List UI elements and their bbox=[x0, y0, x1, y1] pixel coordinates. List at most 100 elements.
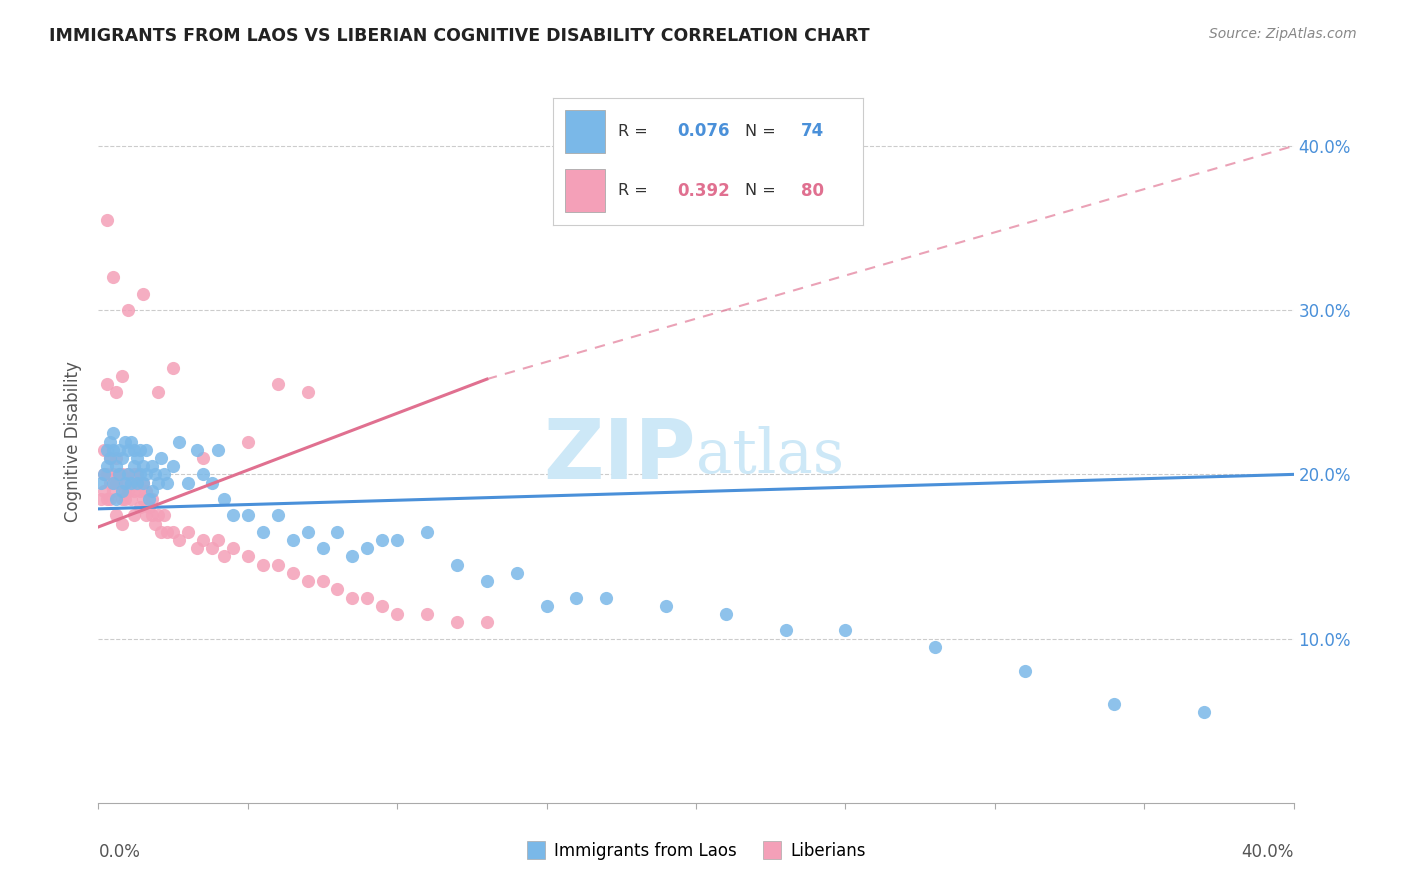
Point bbox=[132, 286, 155, 301]
Point bbox=[143, 467, 166, 482]
Point bbox=[775, 624, 797, 638]
Point bbox=[162, 459, 184, 474]
Point bbox=[114, 483, 136, 498]
Point bbox=[90, 491, 112, 506]
Point bbox=[132, 475, 155, 490]
Point bbox=[924, 640, 946, 654]
Point bbox=[153, 508, 176, 523]
Point bbox=[167, 533, 190, 547]
Point bbox=[1104, 698, 1126, 712]
Point bbox=[117, 467, 139, 482]
Point bbox=[446, 558, 468, 572]
Point bbox=[356, 541, 378, 556]
Point bbox=[236, 434, 259, 449]
Point bbox=[103, 467, 125, 482]
Point bbox=[103, 483, 125, 498]
Text: 0.0%: 0.0% bbox=[98, 843, 141, 861]
Point bbox=[1192, 706, 1215, 720]
Point bbox=[162, 524, 184, 539]
Point bbox=[141, 491, 163, 506]
Point bbox=[132, 459, 155, 474]
Point bbox=[371, 599, 394, 613]
Point bbox=[150, 524, 173, 539]
Point bbox=[342, 549, 364, 564]
Point bbox=[132, 475, 155, 490]
Point bbox=[252, 558, 274, 572]
Point bbox=[714, 607, 737, 621]
Point bbox=[124, 467, 146, 482]
Point bbox=[114, 434, 136, 449]
Point bbox=[124, 442, 146, 457]
Point bbox=[311, 541, 333, 556]
Point bbox=[129, 500, 152, 515]
Point bbox=[342, 591, 364, 605]
Point bbox=[177, 475, 200, 490]
Point bbox=[129, 442, 152, 457]
Point bbox=[127, 450, 149, 465]
Point bbox=[127, 475, 149, 490]
Point bbox=[191, 467, 214, 482]
Point bbox=[96, 467, 118, 482]
Point bbox=[120, 491, 142, 506]
Point bbox=[129, 483, 152, 498]
Point bbox=[103, 270, 125, 285]
Point bbox=[124, 483, 146, 498]
Point bbox=[96, 491, 118, 506]
Point bbox=[105, 508, 128, 523]
Point bbox=[141, 483, 163, 498]
Point bbox=[595, 591, 617, 605]
Point bbox=[132, 491, 155, 506]
Point bbox=[186, 442, 208, 457]
Point bbox=[475, 615, 498, 630]
Point bbox=[111, 368, 134, 383]
Point bbox=[138, 500, 160, 515]
Point bbox=[1014, 665, 1036, 679]
Point bbox=[96, 459, 118, 474]
Point bbox=[834, 624, 856, 638]
Point bbox=[120, 434, 142, 449]
Point bbox=[120, 475, 142, 490]
Point bbox=[385, 533, 409, 547]
Point bbox=[446, 615, 468, 630]
Point bbox=[111, 483, 134, 498]
Point bbox=[93, 442, 115, 457]
Point bbox=[105, 450, 128, 465]
Legend: Immigrants from Laos, Liberians: Immigrants from Laos, Liberians bbox=[519, 836, 873, 867]
Point bbox=[148, 508, 170, 523]
Point bbox=[135, 442, 157, 457]
Point bbox=[222, 541, 245, 556]
Text: atlas: atlas bbox=[696, 426, 844, 486]
Point bbox=[297, 524, 319, 539]
Point bbox=[105, 475, 128, 490]
Point bbox=[212, 491, 235, 506]
Point bbox=[135, 508, 157, 523]
Point bbox=[236, 549, 259, 564]
Point bbox=[201, 541, 224, 556]
Point bbox=[138, 491, 160, 506]
Point bbox=[297, 574, 319, 588]
Point bbox=[105, 459, 128, 474]
Point bbox=[129, 467, 152, 482]
Point bbox=[416, 607, 439, 621]
Point bbox=[111, 467, 134, 482]
Point bbox=[141, 459, 163, 474]
Point bbox=[98, 434, 122, 449]
Point bbox=[93, 467, 115, 482]
Point bbox=[111, 491, 134, 506]
Point bbox=[153, 467, 176, 482]
Point bbox=[162, 360, 184, 375]
Point bbox=[96, 377, 118, 392]
Point bbox=[108, 467, 131, 482]
Point bbox=[267, 377, 290, 392]
Point bbox=[297, 385, 319, 400]
Point bbox=[117, 483, 139, 498]
Point bbox=[96, 212, 118, 227]
Point bbox=[98, 450, 122, 465]
Point bbox=[98, 450, 122, 465]
Point bbox=[565, 591, 588, 605]
Point bbox=[326, 582, 349, 597]
Point bbox=[96, 442, 118, 457]
Point bbox=[93, 483, 115, 498]
Point bbox=[127, 467, 149, 482]
Point bbox=[103, 442, 125, 457]
